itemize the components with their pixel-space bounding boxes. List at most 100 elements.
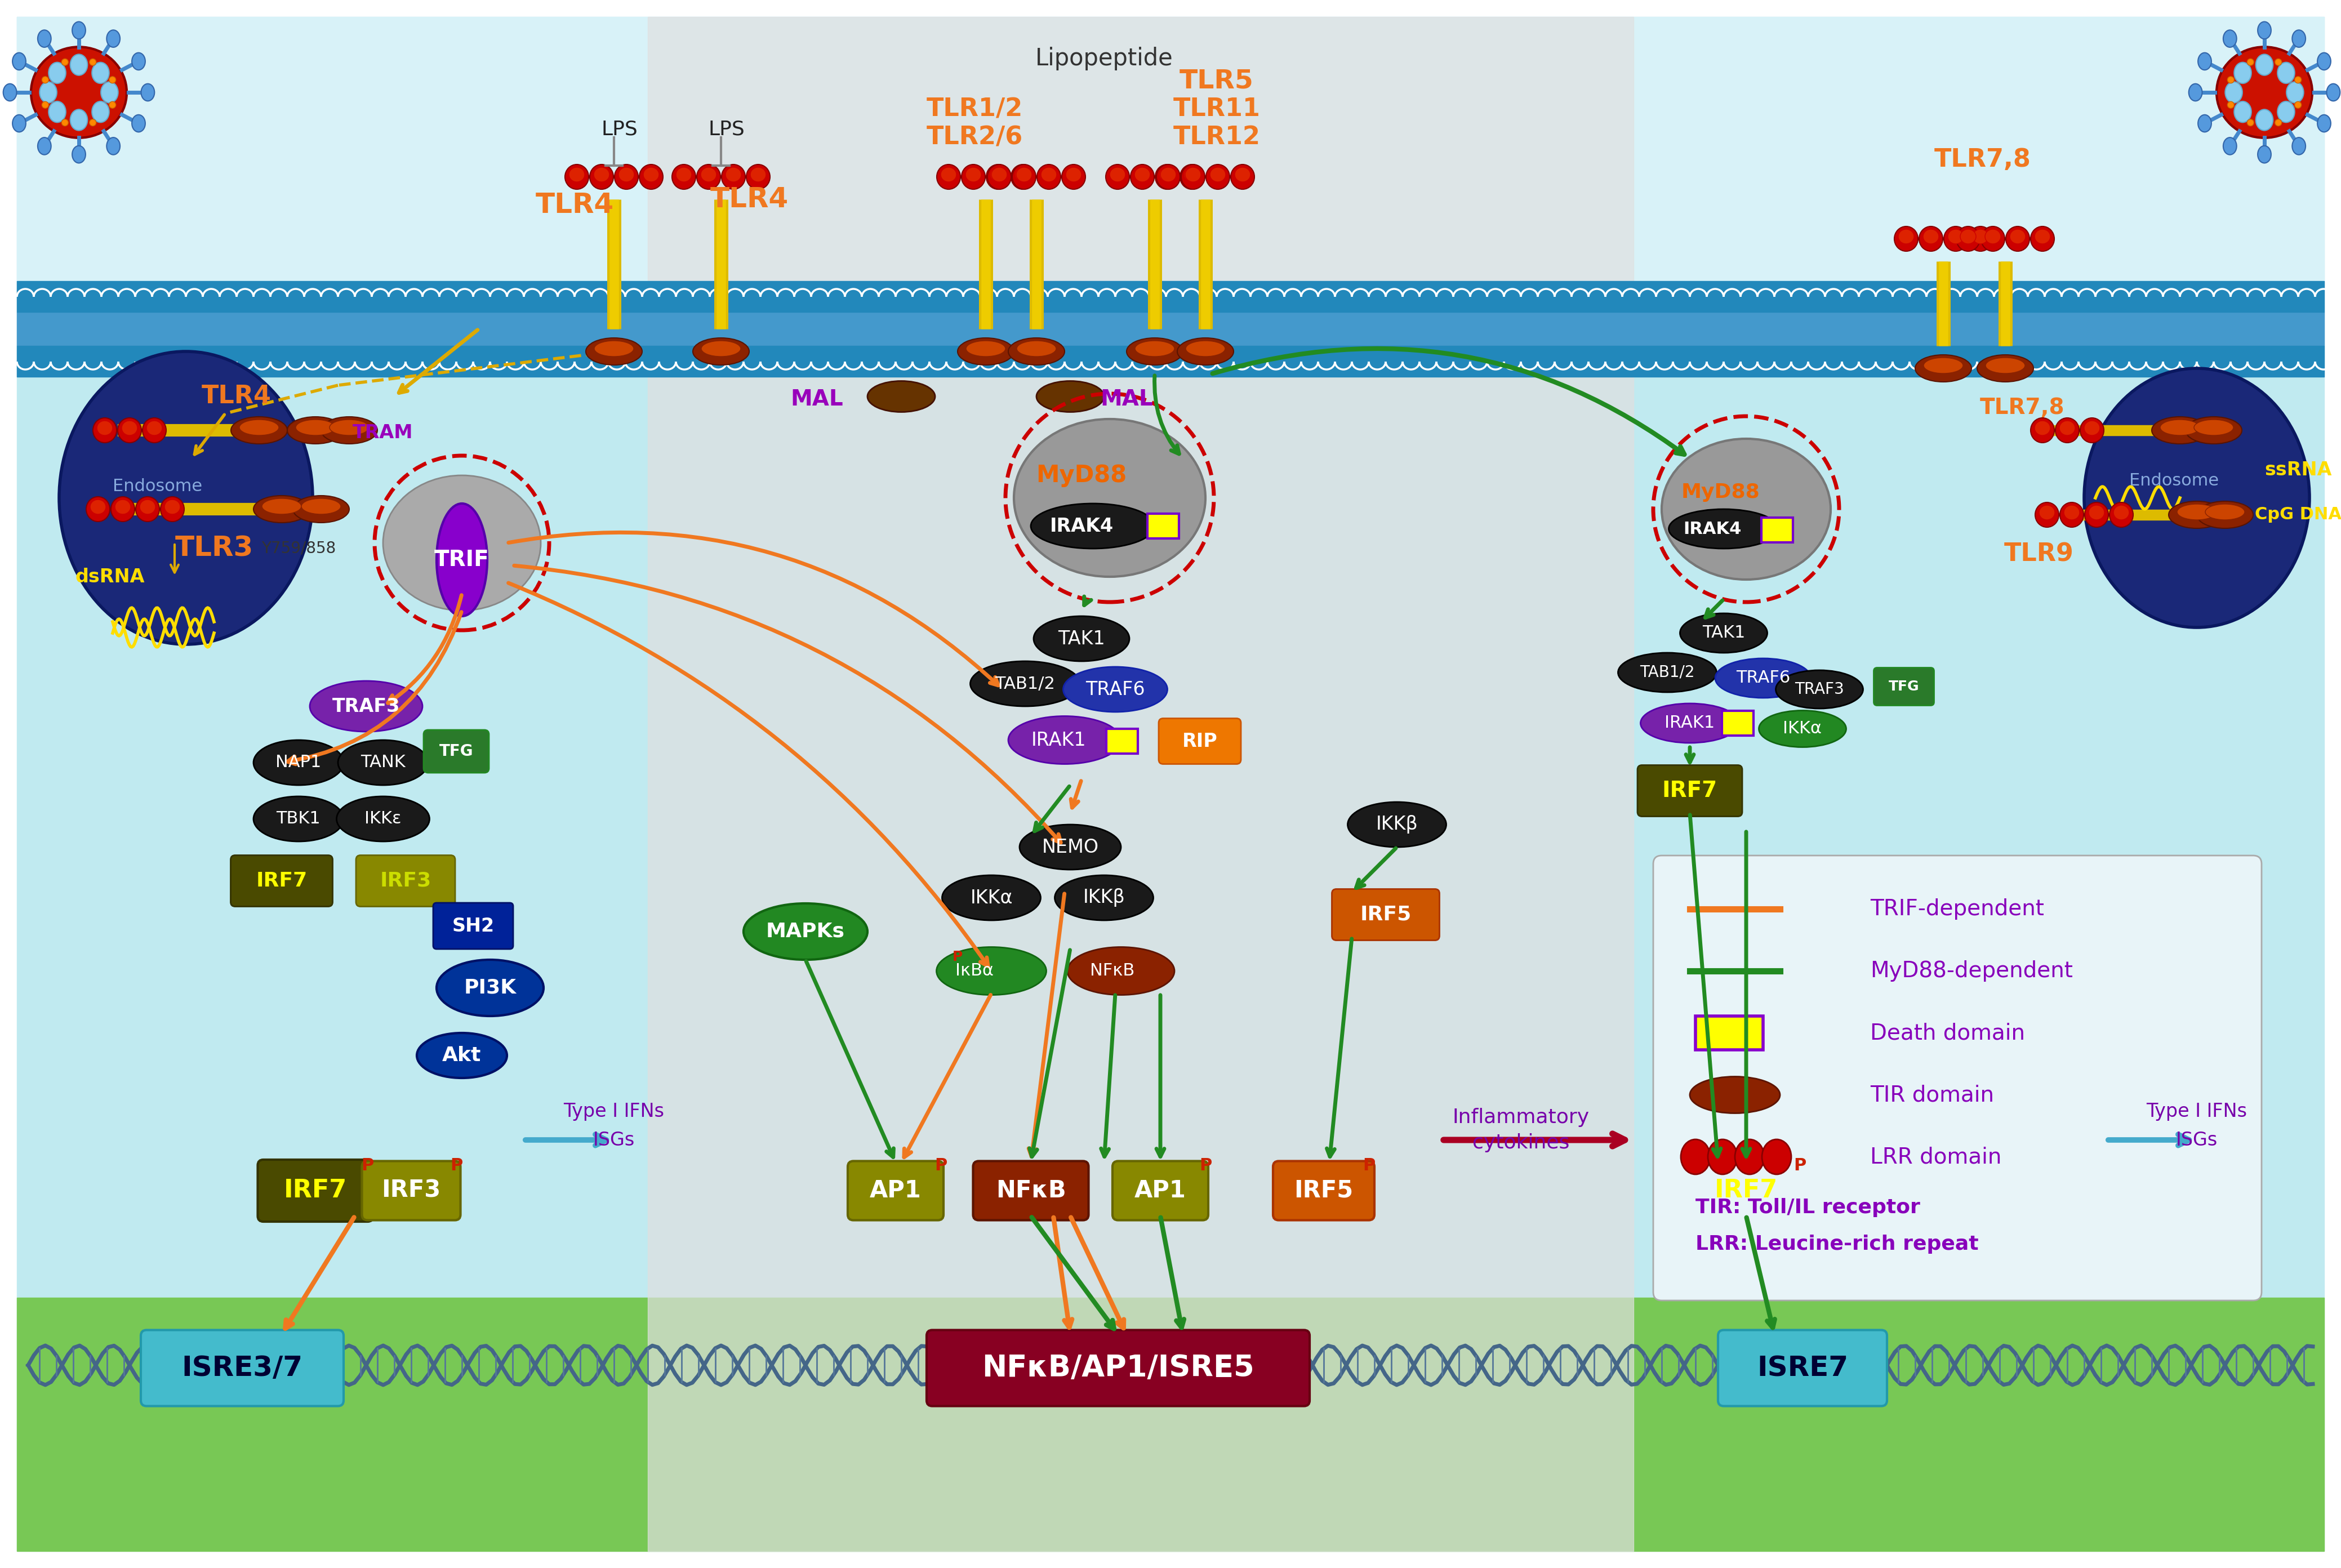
Ellipse shape xyxy=(1037,381,1105,412)
Text: TFG: TFG xyxy=(1889,681,1920,693)
Ellipse shape xyxy=(37,30,52,47)
Ellipse shape xyxy=(239,420,279,436)
Ellipse shape xyxy=(73,22,87,39)
Ellipse shape xyxy=(698,165,721,190)
Ellipse shape xyxy=(1922,229,1938,245)
Text: TANK: TANK xyxy=(361,754,405,771)
Ellipse shape xyxy=(1135,168,1149,182)
Ellipse shape xyxy=(295,420,335,436)
Ellipse shape xyxy=(1920,226,1943,251)
Text: Type I IFNs: Type I IFNs xyxy=(2147,1102,2247,1121)
Text: IKKα: IKKα xyxy=(969,889,1014,906)
Text: IκBα: IκBα xyxy=(955,963,993,978)
FancyBboxPatch shape xyxy=(1112,1160,1208,1220)
Ellipse shape xyxy=(384,475,541,610)
Ellipse shape xyxy=(49,63,66,83)
Ellipse shape xyxy=(2198,53,2212,71)
Ellipse shape xyxy=(2224,138,2236,155)
Ellipse shape xyxy=(869,381,934,412)
FancyBboxPatch shape xyxy=(927,1330,1309,1406)
Text: NAP1: NAP1 xyxy=(276,754,321,771)
Text: IKKβ: IKKβ xyxy=(1084,889,1126,906)
Text: MyD88: MyD88 xyxy=(1037,464,1126,488)
FancyBboxPatch shape xyxy=(232,855,332,906)
Ellipse shape xyxy=(751,168,766,182)
Text: TRAF3: TRAF3 xyxy=(1796,682,1845,698)
Ellipse shape xyxy=(990,168,1007,182)
Ellipse shape xyxy=(337,797,428,842)
Ellipse shape xyxy=(936,947,1046,996)
Text: TAK1: TAK1 xyxy=(1058,629,1105,648)
Ellipse shape xyxy=(1185,168,1201,182)
Text: P: P xyxy=(953,950,962,964)
Ellipse shape xyxy=(435,503,487,616)
Text: TBK1: TBK1 xyxy=(276,811,321,826)
Ellipse shape xyxy=(1180,165,1203,190)
Ellipse shape xyxy=(1011,165,1035,190)
Ellipse shape xyxy=(2,83,16,100)
Ellipse shape xyxy=(2151,417,2208,444)
Ellipse shape xyxy=(1924,358,1964,373)
Ellipse shape xyxy=(253,495,309,522)
Ellipse shape xyxy=(1030,503,1154,549)
Ellipse shape xyxy=(1067,947,1175,996)
Ellipse shape xyxy=(70,55,87,75)
Ellipse shape xyxy=(1681,1140,1711,1174)
Ellipse shape xyxy=(2083,368,2311,627)
Ellipse shape xyxy=(936,165,960,190)
Bar xyxy=(16,347,2325,376)
Ellipse shape xyxy=(1899,229,1915,245)
Text: Endosome: Endosome xyxy=(112,478,204,495)
Ellipse shape xyxy=(2292,30,2306,47)
Text: SH2: SH2 xyxy=(452,917,494,935)
Ellipse shape xyxy=(61,58,68,66)
Text: TIR domain: TIR domain xyxy=(1870,1083,1995,1105)
Ellipse shape xyxy=(147,420,162,436)
Text: TRIF-dependent: TRIF-dependent xyxy=(1870,898,2044,920)
Text: NFκB: NFκB xyxy=(995,1179,1065,1203)
Ellipse shape xyxy=(941,168,957,182)
Text: AP1: AP1 xyxy=(1135,1179,1187,1203)
Text: RIP: RIP xyxy=(1182,732,1217,751)
Ellipse shape xyxy=(117,419,140,442)
Ellipse shape xyxy=(969,662,1079,706)
Text: IRF3: IRF3 xyxy=(379,872,431,891)
Text: P: P xyxy=(449,1157,464,1173)
Bar xyxy=(1107,729,1138,754)
Ellipse shape xyxy=(2318,114,2332,132)
Ellipse shape xyxy=(2083,420,2100,436)
Ellipse shape xyxy=(2194,420,2233,436)
Ellipse shape xyxy=(2318,53,2332,71)
Ellipse shape xyxy=(1978,354,2034,383)
Text: TRAF6: TRAF6 xyxy=(1737,670,1791,687)
Ellipse shape xyxy=(288,417,344,444)
Text: dsRNA: dsRNA xyxy=(75,568,145,586)
Ellipse shape xyxy=(2327,83,2341,100)
Ellipse shape xyxy=(1159,168,1175,182)
Ellipse shape xyxy=(1035,616,1128,662)
Ellipse shape xyxy=(747,165,770,190)
Ellipse shape xyxy=(564,165,588,190)
Ellipse shape xyxy=(2060,502,2083,527)
Text: LRR: Leucine-rich repeat: LRR: Leucine-rich repeat xyxy=(1695,1234,1978,1254)
Ellipse shape xyxy=(2186,417,2243,444)
Text: IRAK1: IRAK1 xyxy=(1664,715,1716,731)
Ellipse shape xyxy=(2006,226,2030,251)
Ellipse shape xyxy=(321,417,377,444)
Ellipse shape xyxy=(2177,503,2217,521)
Text: IRF5: IRF5 xyxy=(1295,1179,1353,1203)
Text: IRF3: IRF3 xyxy=(382,1179,440,1203)
Text: IKKε: IKKε xyxy=(365,811,400,826)
Bar xyxy=(1147,514,1180,538)
Ellipse shape xyxy=(1042,168,1056,182)
Text: NFκB: NFκB xyxy=(1091,963,1135,978)
Ellipse shape xyxy=(1016,168,1030,182)
Ellipse shape xyxy=(2161,420,2201,436)
Text: TAK1: TAK1 xyxy=(1702,626,1744,641)
Text: P: P xyxy=(934,1157,948,1173)
Ellipse shape xyxy=(89,500,105,514)
Ellipse shape xyxy=(87,497,110,522)
Text: IRF7: IRF7 xyxy=(255,872,307,891)
FancyBboxPatch shape xyxy=(1653,856,2261,1300)
Text: TLR9: TLR9 xyxy=(2004,543,2074,566)
